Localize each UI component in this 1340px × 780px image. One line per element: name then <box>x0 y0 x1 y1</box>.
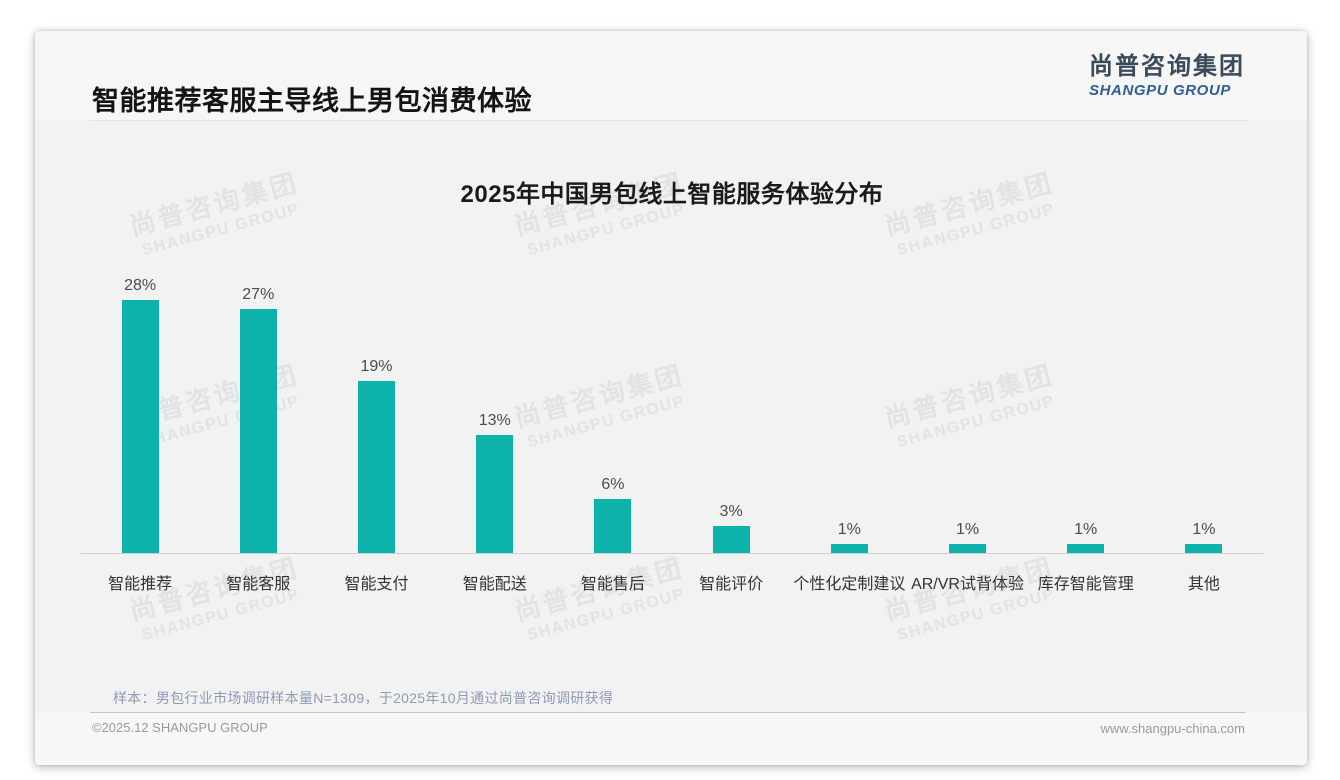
bar-column: 28% <box>81 277 199 553</box>
header-divider <box>90 120 1247 121</box>
footer-website: www.shangpu-china.com <box>1100 721 1245 736</box>
bar-column: 1% <box>1027 521 1145 553</box>
bar <box>358 381 395 553</box>
company-logo: 尚普咨询集团 SHANGPU GROUP <box>1089 53 1245 99</box>
bar <box>594 499 632 553</box>
category-label: 库存智能管理 <box>1037 576 1134 593</box>
category-label: 其他 <box>1187 576 1220 593</box>
watermark-en: SHANGPU GROUP <box>140 585 302 645</box>
page-title: 智能推荐客服主导线上男包消费体验 <box>92 86 532 116</box>
plot-area: 28% 27% 19% 13% 6% 3% 1% 1% 1% 1% <box>81 264 1263 554</box>
bar <box>949 544 987 553</box>
bar-value-label: 27% <box>242 286 275 303</box>
bar-column: 1% <box>790 521 908 553</box>
watermark-en: SHANGPU GROUP <box>895 585 1057 645</box>
bar <box>121 300 159 553</box>
bar <box>1067 544 1105 553</box>
bar-value-label: 6% <box>601 476 625 493</box>
category-label: 智能支付 <box>344 576 409 593</box>
slide-card: 智能推荐客服主导线上男包消费体验 尚普咨询集团 SHANGPU GROUP 尚普… <box>35 31 1307 765</box>
bar-column: 13% <box>436 412 554 553</box>
bar-value-label: 1% <box>837 521 861 538</box>
watermark-en: SHANGPU GROUP <box>525 585 687 645</box>
footer-divider <box>90 712 1245 713</box>
category-label: 智能售后 <box>580 576 645 593</box>
bar-column: 1% <box>908 521 1026 553</box>
bar <box>239 309 277 553</box>
header <box>35 31 1307 120</box>
footer-strip <box>35 713 1307 765</box>
watermark-en: SHANGPU GROUP <box>525 200 687 260</box>
bar-column: 6% <box>554 476 672 553</box>
bar-value-label: 28% <box>124 277 157 294</box>
bar-value-label: 19% <box>360 358 393 375</box>
bar <box>830 544 868 553</box>
category-label: 智能评价 <box>699 576 764 593</box>
bar-column: 1% <box>1145 521 1263 553</box>
bar <box>476 435 514 553</box>
bar-value-label: 1% <box>1074 521 1098 538</box>
bar-column: 19% <box>317 358 435 553</box>
chart-title: 2025年中国男包线上智能服务体验分布 <box>460 181 884 208</box>
watermark-en: SHANGPU GROUP <box>895 200 1057 260</box>
bar-value-label: 3% <box>719 503 743 520</box>
bar <box>712 526 750 553</box>
category-label: 个性化定制建议 <box>793 576 906 593</box>
category-axis: 智能推荐 智能客服 智能支付 智能配送 智能售后 智能评价 个性化定制建议 AR/VR试背体验… <box>81 555 1263 594</box>
category-label: 智能配送 <box>462 576 527 593</box>
sample-note: 样本：男包行业市场调研样本量N=1309，于2025年10月通过尚普咨询调研获得 <box>113 690 614 706</box>
bar <box>1185 544 1223 553</box>
category-label: 智能推荐 <box>108 576 173 593</box>
bar-value-label: 13% <box>478 412 511 429</box>
footer-copyright: ©2025.12 SHANGPU GROUP <box>92 720 268 735</box>
bar-value-label: 1% <box>1192 521 1216 538</box>
bar-column: 27% <box>199 286 317 553</box>
company-logo-en: SHANGPU GROUP <box>1089 82 1231 99</box>
category-label: AR/VR试背体验 <box>911 576 1024 593</box>
category-label: 智能客服 <box>226 576 291 593</box>
bar-column: 3% <box>672 503 790 553</box>
company-logo-zh: 尚普咨询集团 <box>1089 53 1245 80</box>
bar-value-label: 1% <box>955 521 980 538</box>
watermark-en: SHANGPU GROUP <box>140 200 302 260</box>
